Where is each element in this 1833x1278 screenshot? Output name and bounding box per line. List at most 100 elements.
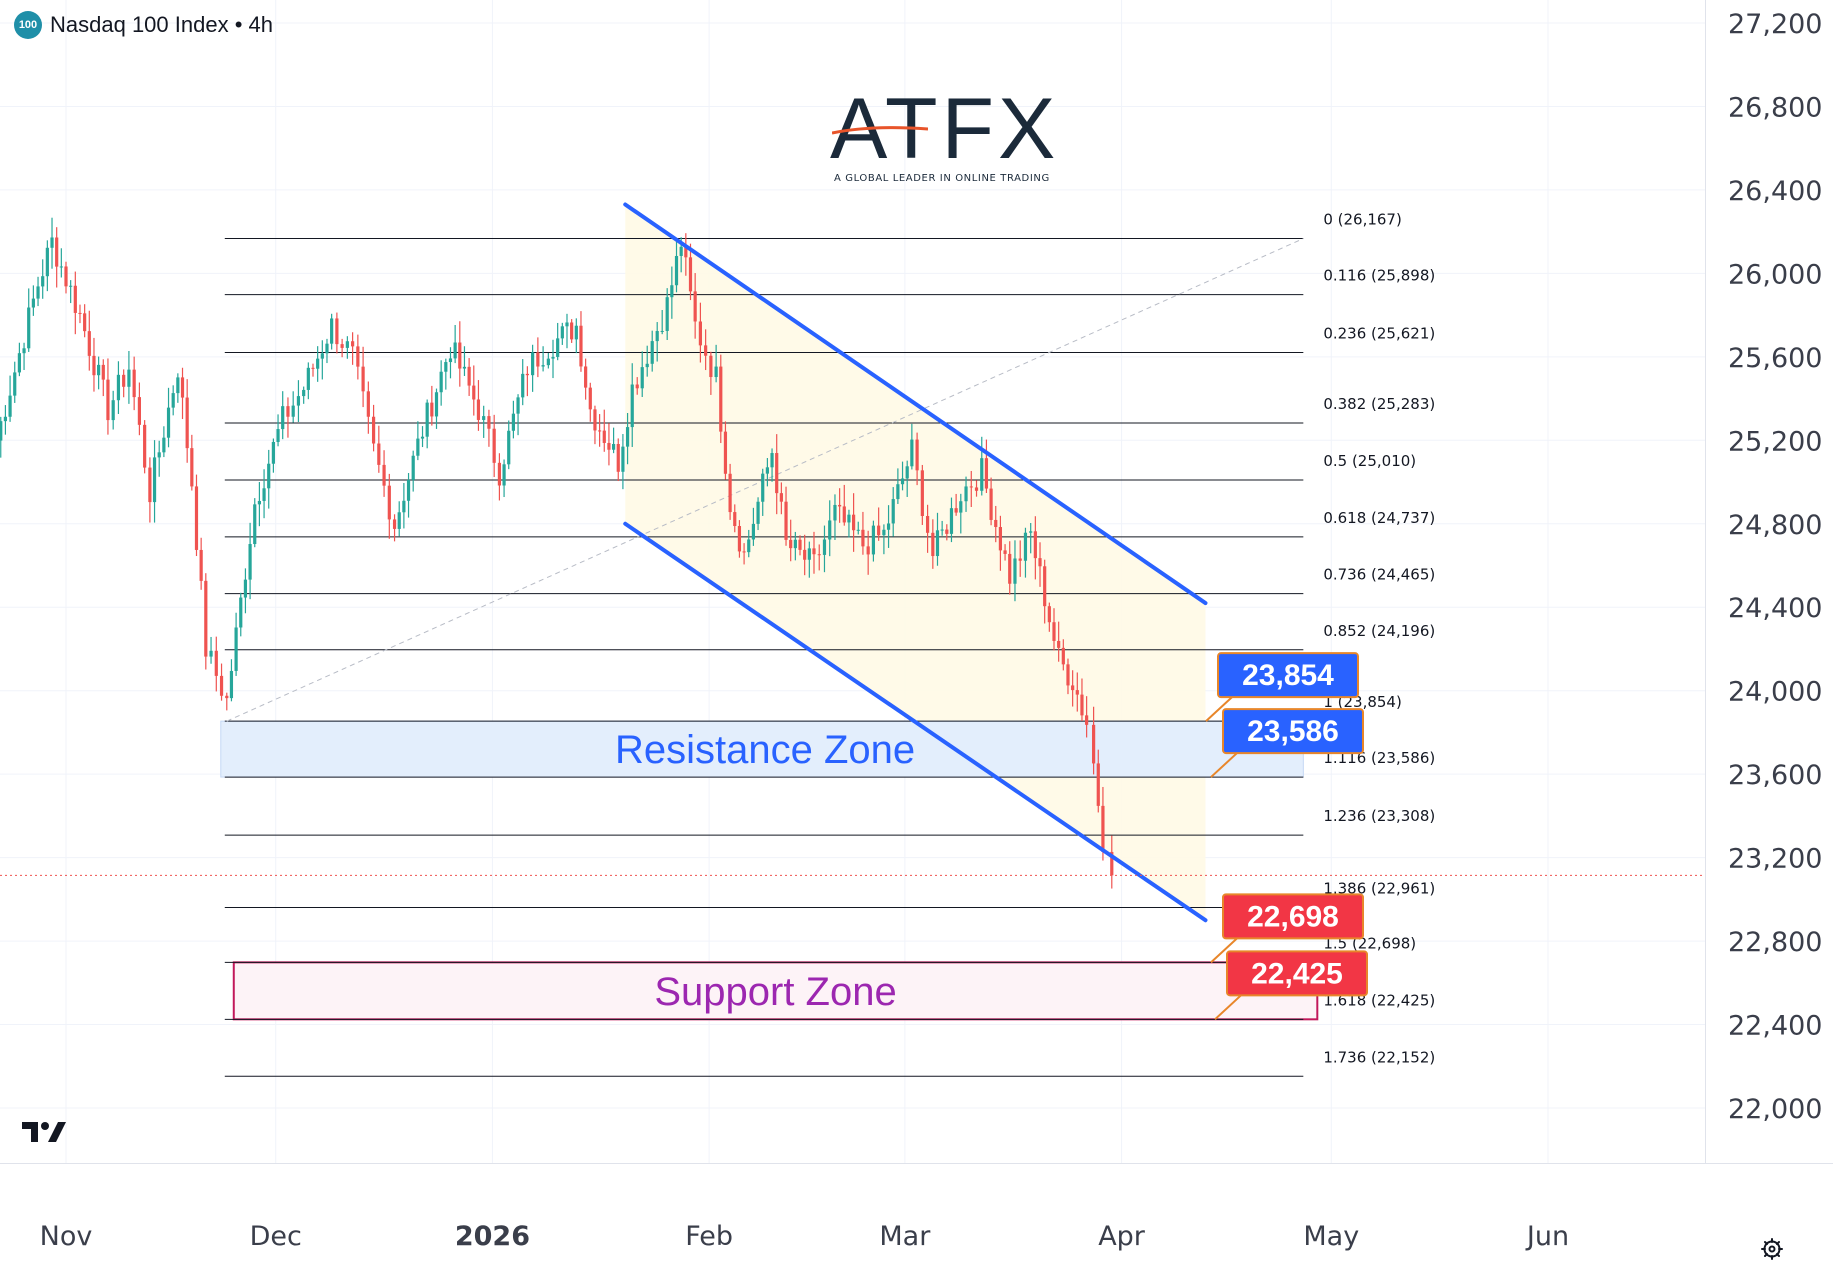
candle [640, 351, 644, 397]
support-zone [232, 961, 1319, 1021]
candle-body [55, 237, 59, 267]
fib-label: 1.386 (22,961) [1323, 879, 1435, 897]
candle-body [828, 520, 832, 540]
candle-body [253, 504, 257, 545]
candle-body [1080, 694, 1084, 716]
tradingview-logo-icon[interactable] [20, 1118, 68, 1146]
candle-body [1029, 531, 1033, 533]
candle [635, 377, 639, 395]
candle [1080, 678, 1084, 722]
candle [871, 520, 876, 562]
candle [1092, 706, 1096, 775]
candle [812, 531, 816, 574]
candle [1043, 559, 1047, 624]
candle-body [607, 442, 611, 450]
candle [723, 421, 728, 480]
candle-body [41, 276, 45, 287]
candle [959, 493, 963, 534]
candle-body [541, 365, 545, 367]
x-tick-label: Apr [1098, 1221, 1146, 1252]
candle [719, 354, 723, 444]
candle [665, 288, 669, 341]
gear-icon[interactable] [1760, 1237, 1784, 1261]
candle-body [593, 409, 597, 431]
candle [886, 505, 891, 548]
candle-body [756, 501, 760, 524]
candle [852, 493, 856, 552]
candle [229, 659, 234, 702]
candle-body [152, 457, 157, 503]
candle-body [306, 367, 310, 390]
candle [176, 373, 180, 403]
candle-body [584, 366, 588, 388]
candle [397, 501, 401, 537]
y-tick-label: 26,800 [1728, 92, 1822, 123]
price-callout-box [1222, 708, 1364, 755]
channel-lower-line [623, 521, 1208, 923]
y-tick-label: 23,600 [1728, 760, 1822, 791]
candle [822, 525, 827, 573]
candle [27, 288, 31, 352]
fib-label: 0 (26,167) [1323, 211, 1402, 229]
candle-body [765, 467, 769, 474]
price-callout-pointer [1210, 752, 1238, 778]
candle [688, 243, 693, 301]
candle [1057, 621, 1061, 662]
candle [877, 507, 881, 541]
candle-body [852, 514, 856, 531]
candle-body [276, 429, 280, 442]
candle [775, 434, 779, 515]
candle-body [209, 650, 213, 657]
candle-body [406, 479, 411, 501]
candle [536, 337, 540, 378]
candle [1075, 672, 1079, 712]
candle [935, 512, 940, 566]
candle [733, 504, 737, 533]
candle-body [954, 508, 958, 513]
candle-body [472, 385, 476, 400]
candle-body [803, 549, 807, 560]
candle [330, 313, 334, 350]
candle-body [351, 341, 355, 347]
fib-label: 0.236 (25,621) [1323, 324, 1435, 342]
symbol-title[interactable]: 100 Nasdaq 100 Index • 4h [14, 10, 273, 40]
candle [798, 535, 802, 556]
candle [271, 438, 275, 473]
candle-body [842, 506, 846, 523]
candle-body [625, 427, 630, 447]
candle [101, 359, 105, 397]
candle-body [588, 387, 592, 410]
candle [64, 261, 68, 294]
candle [335, 312, 339, 354]
candle [137, 382, 142, 436]
candle [737, 520, 742, 558]
candle [779, 482, 783, 515]
candle [866, 530, 870, 575]
fib-label: 0.382 (25,283) [1323, 395, 1435, 413]
candle-body [621, 446, 625, 472]
candle-body [998, 527, 1003, 551]
candle-body [444, 362, 448, 372]
y-tick-label: 24,800 [1728, 510, 1822, 541]
candle-body [1013, 558, 1017, 584]
candle-body [1052, 622, 1056, 641]
candle [1085, 696, 1089, 738]
candle [387, 473, 391, 539]
candle [546, 352, 550, 369]
candle [621, 434, 625, 490]
candle-body [877, 525, 881, 536]
candle [152, 440, 157, 523]
candle-body [964, 486, 968, 502]
candle [502, 459, 506, 498]
candle [286, 397, 290, 438]
y-tick-label: 24,000 [1728, 677, 1822, 708]
candle-body [143, 424, 147, 468]
candle-body [598, 430, 602, 432]
candle-body [434, 392, 439, 417]
candle-body [989, 488, 993, 520]
x-tick-label: Feb [685, 1221, 733, 1252]
candle-body [387, 485, 391, 520]
candle-body [122, 374, 126, 387]
candle-body [330, 318, 334, 344]
candle-body [693, 291, 697, 322]
